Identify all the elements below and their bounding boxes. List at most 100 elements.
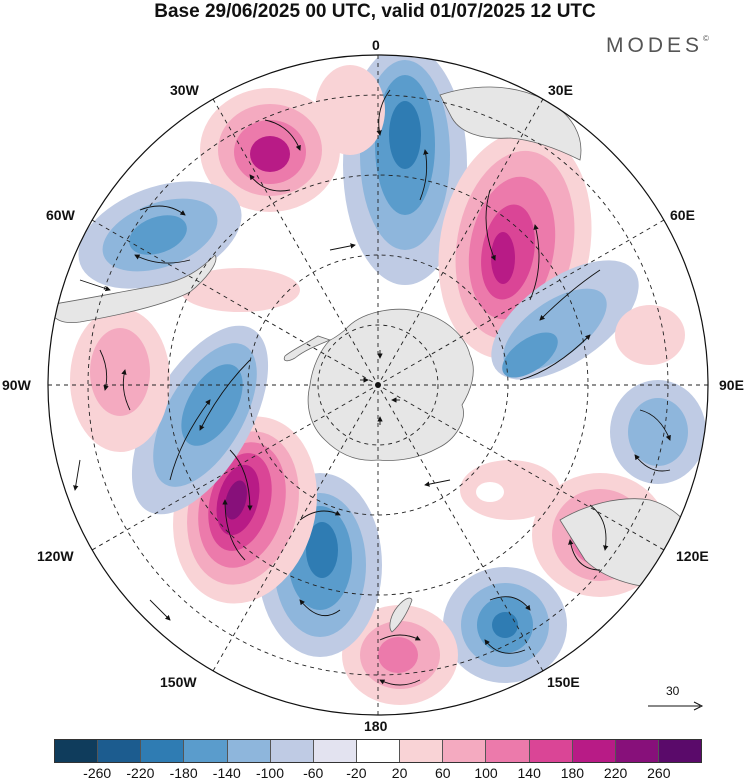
antarctica [307, 308, 474, 461]
wind-arrow [424, 479, 451, 487]
map-title: Base 29/06/2025 00 UTC, valid 01/07/2025… [154, 1, 596, 22]
wind-arrow [139, 205, 186, 216]
high-anomaly-region [180, 268, 300, 312]
wind-arrow [264, 119, 301, 151]
map-frame [47, 54, 709, 716]
colorbar-segment [400, 740, 444, 762]
colorbar-segment [658, 740, 702, 762]
wind-arrow [659, 179, 681, 206]
wind-arrow [73, 459, 81, 491]
wind-arrow [121, 369, 131, 411]
wind-arrow [329, 243, 356, 251]
colorbar-segment [313, 740, 357, 762]
wind-arrow [134, 254, 191, 264]
lon-label-90e: 90E [719, 377, 744, 393]
colorbar-tick-label: -60 [303, 765, 324, 781]
wind-arrow [79, 279, 111, 292]
wind-arrow [609, 639, 631, 661]
wind-arrow [299, 510, 341, 521]
colorbar-tick-label: 180 [560, 765, 585, 781]
lon-label-0: 0 [372, 37, 380, 53]
colorbar-segment [615, 740, 659, 762]
wind-arrow [379, 679, 421, 686]
wind-arrow [149, 599, 171, 621]
colorbar-tick-label: 100 [474, 765, 498, 781]
wind-arrow [229, 449, 253, 511]
wind-arrow [222, 499, 246, 561]
high-anomaly-region [315, 65, 385, 155]
wind-arrow [249, 174, 291, 192]
africa [439, 86, 582, 161]
high-anomaly-region [90, 328, 150, 416]
colorbar-tick-label: 60 [435, 765, 451, 781]
colorbar-segment [270, 740, 314, 762]
wind-arrow [299, 599, 341, 617]
lon-label-120w: 120W [37, 548, 74, 564]
lon-label-60w: 60W [46, 207, 75, 223]
reference-vector-value: 30 [666, 684, 680, 698]
lon-label-150w: 150W [160, 674, 197, 690]
antarctic-peninsula [283, 335, 332, 362]
wind-vectors [73, 89, 681, 686]
colorbar [54, 739, 702, 763]
colorbar-tick-label: -140 [212, 765, 241, 781]
lon-label-120e: 120E [676, 548, 709, 564]
colorbar-tick-label: -20 [346, 765, 367, 781]
latitude-circle [317, 324, 439, 446]
wind-arrow [489, 596, 531, 611]
colorbar-tick-label: -220 [126, 765, 155, 781]
low-anomaly-region [628, 398, 688, 466]
south-pole-marker [375, 382, 381, 388]
high-anomaly-region [615, 305, 685, 365]
colorbar-segment [572, 740, 616, 762]
colorbar-segment [443, 740, 487, 762]
polar-map [47, 54, 709, 716]
anomaly-shading [70, 55, 706, 705]
colorbar-tick-label: -260 [83, 765, 112, 781]
low-anomaly-region [389, 101, 421, 169]
brand-name: MODES [606, 34, 704, 57]
south-america [48, 254, 217, 323]
colorbar-segment [184, 740, 228, 762]
lon-label-90w: 90W [2, 377, 31, 393]
low-anomaly-region [502, 332, 558, 378]
colorbar-segment [356, 740, 401, 762]
wind-arrow [484, 639, 526, 654]
colorbar-tick-label: -100 [255, 765, 285, 781]
neutral-region [476, 482, 504, 502]
wind-arrow [529, 224, 540, 301]
wind-arrow [589, 504, 609, 551]
high-anomaly-region [460, 460, 560, 520]
high-anomaly-region [491, 232, 515, 284]
new-zealand [389, 597, 413, 633]
low-anomaly-region [129, 215, 187, 255]
wind-arrow [568, 539, 601, 571]
lon-label-60e: 60E [670, 207, 695, 223]
colorbar-segment [98, 740, 142, 762]
colorbar-segment [227, 740, 271, 762]
wind-arrow [199, 359, 251, 431]
reference-vector-arrow [648, 701, 704, 711]
colorbar-tick-label: 260 [647, 765, 671, 781]
high-anomaly-region [250, 136, 290, 172]
wind-arrow [639, 409, 671, 441]
wind-arrow [99, 349, 109, 391]
wind-arrow [485, 189, 496, 261]
lon-label-30e: 30E [548, 82, 573, 98]
lon-label-180: 180 [364, 718, 388, 734]
low-anomaly-region [492, 612, 518, 638]
lon-label-150e: 150E [547, 674, 580, 690]
lon-label-30w: 30W [170, 82, 199, 98]
wind-arrow [539, 269, 601, 321]
colorbar-tick-label: 220 [603, 765, 628, 781]
wind-arrow [519, 334, 591, 381]
colorbar-segment [55, 740, 99, 762]
wind-arrow [379, 634, 421, 641]
high-anomaly-region [378, 637, 418, 673]
low-anomaly-region [306, 522, 338, 578]
colorbar-tick-label: -180 [169, 765, 198, 781]
brand-copyright: © [703, 34, 709, 43]
wind-arrow [376, 89, 391, 136]
wind-arrow [169, 399, 211, 481]
colorbar-segment [486, 740, 530, 762]
